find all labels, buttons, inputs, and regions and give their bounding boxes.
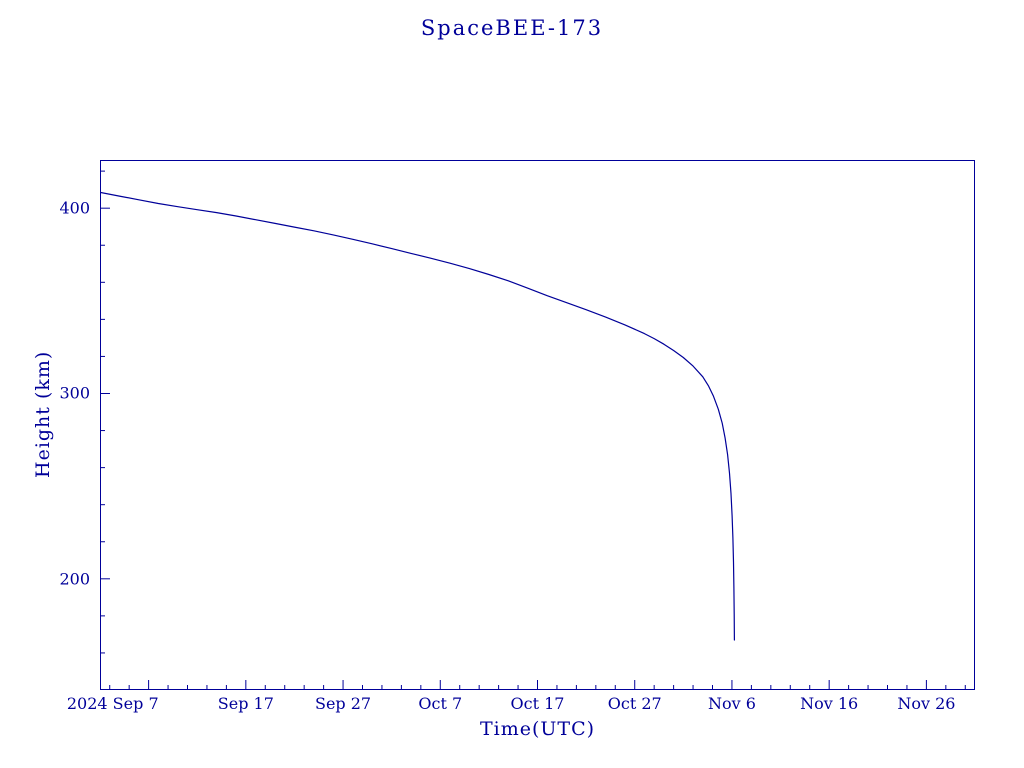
y-tick-label: 200: [59, 569, 90, 589]
x-tick-label: Nov 6: [707, 694, 756, 713]
x-tick-label: Nov 26: [897, 694, 956, 713]
y-tick-label: 300: [59, 383, 90, 403]
plot-border: [100, 160, 975, 690]
x-tick-labels: 2024 Sep 7 Sep 17 Sep 27 Oct 7 Oct 17 Oct 27 N…: [0, 694, 1024, 716]
y-axis-title: Height (km): [32, 350, 54, 478]
x-tick-label: Oct 17: [510, 694, 565, 713]
x-tick-label: Oct 27: [607, 694, 662, 713]
plot-area: [100, 160, 975, 690]
x-tick-label: 2024 Sep 7: [66, 694, 159, 713]
x-tick-label: Oct 7: [418, 694, 463, 713]
decay-curve: [100, 191, 736, 641]
x-tick-label: Sep 17: [217, 694, 274, 713]
x-axis-title: Time(UTC): [479, 718, 596, 740]
x-tick-label: Nov 16: [800, 694, 859, 713]
x-tick-label: Sep 27: [314, 694, 372, 713]
y-tick-label: 400: [59, 198, 90, 218]
chart-title: SpaceBEE-173: [420, 16, 604, 40]
